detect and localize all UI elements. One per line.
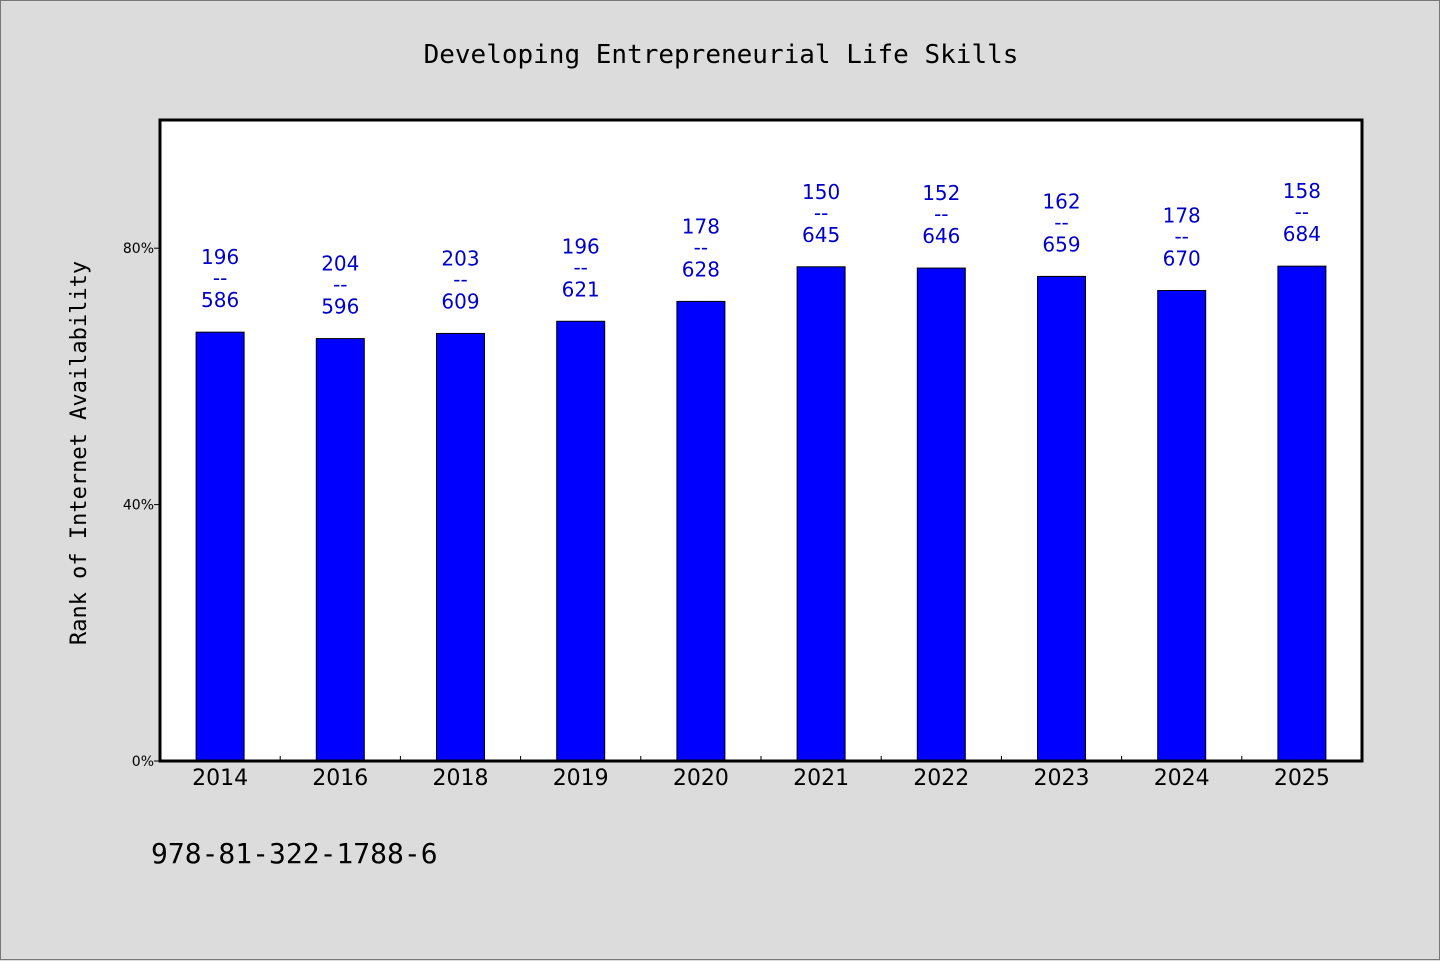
data-label-rank: 204	[321, 252, 359, 276]
data-label-separator: --	[1054, 210, 1068, 234]
bar	[195, 331, 245, 762]
data-label-separator: --	[1295, 200, 1309, 224]
data-label-rank: 196	[201, 245, 239, 269]
data-label-total: 609	[441, 289, 479, 313]
data-label-total: 596	[321, 295, 359, 319]
data-label-rank: 203	[441, 246, 479, 270]
data-label-rank: 162	[1042, 189, 1080, 213]
data-label-rank: 150	[802, 180, 840, 204]
y-tick-label: 80%	[123, 241, 154, 257]
y-tick-label: 40%	[123, 498, 154, 514]
data-label-rank: 178	[682, 214, 720, 238]
bar	[1037, 275, 1086, 762]
data-label-separator: --	[694, 235, 708, 259]
data-label-separator: --	[573, 255, 587, 279]
bar	[436, 332, 485, 762]
data-label-total: 621	[562, 277, 600, 301]
bar	[315, 338, 365, 762]
bar	[796, 266, 846, 762]
data-label-separator: --	[1174, 225, 1188, 249]
x-tick-label: 2025	[1274, 766, 1330, 791]
bar	[1157, 290, 1207, 762]
data-label-total: 684	[1283, 222, 1321, 246]
data-label-rank: 152	[922, 181, 960, 205]
data-label-rank: 196	[562, 234, 600, 258]
bar	[676, 300, 726, 762]
plot-frame	[158, 118, 1364, 763]
data-label-rank: 178	[1163, 204, 1201, 228]
data-label-rank: 158	[1283, 179, 1321, 203]
bar	[556, 320, 606, 762]
data-label-total: 628	[682, 257, 720, 281]
data-label-total: 646	[922, 224, 960, 248]
bar	[916, 267, 966, 762]
data-label-separator: --	[814, 201, 828, 225]
data-label-total: 586	[201, 288, 239, 312]
isbn-text: 978-81-322-1788-6	[151, 837, 438, 870]
x-tick-label: 2022	[913, 766, 969, 791]
x-tick-label: 2023	[1034, 766, 1090, 791]
data-label-separator: --	[934, 202, 948, 226]
chart-title: Developing Entrepreneurial Life Skills	[424, 40, 1019, 70]
bar	[1277, 265, 1327, 762]
x-tick-label: 2021	[793, 766, 849, 791]
data-label-total: 645	[802, 223, 840, 247]
x-tick-label: 2018	[433, 766, 489, 791]
x-tick-label: 2014	[192, 766, 248, 791]
y-axis-label: Rank of Internet Availability	[67, 261, 92, 645]
x-tick-label: 2024	[1154, 766, 1210, 791]
chart-marks: 0%40%80%2014196--5862016204--5962018203-…	[123, 179, 1330, 791]
y-tick-label: 0%	[132, 754, 154, 770]
data-label-separator: --	[333, 273, 347, 297]
data-label-total: 659	[1042, 232, 1080, 256]
x-tick-label: 2020	[673, 766, 729, 791]
x-tick-label: 2016	[312, 766, 368, 791]
data-label-total: 670	[1163, 247, 1201, 271]
x-tick-label: 2019	[553, 766, 609, 791]
data-label-separator: --	[213, 266, 227, 290]
data-label-separator: --	[453, 267, 467, 291]
